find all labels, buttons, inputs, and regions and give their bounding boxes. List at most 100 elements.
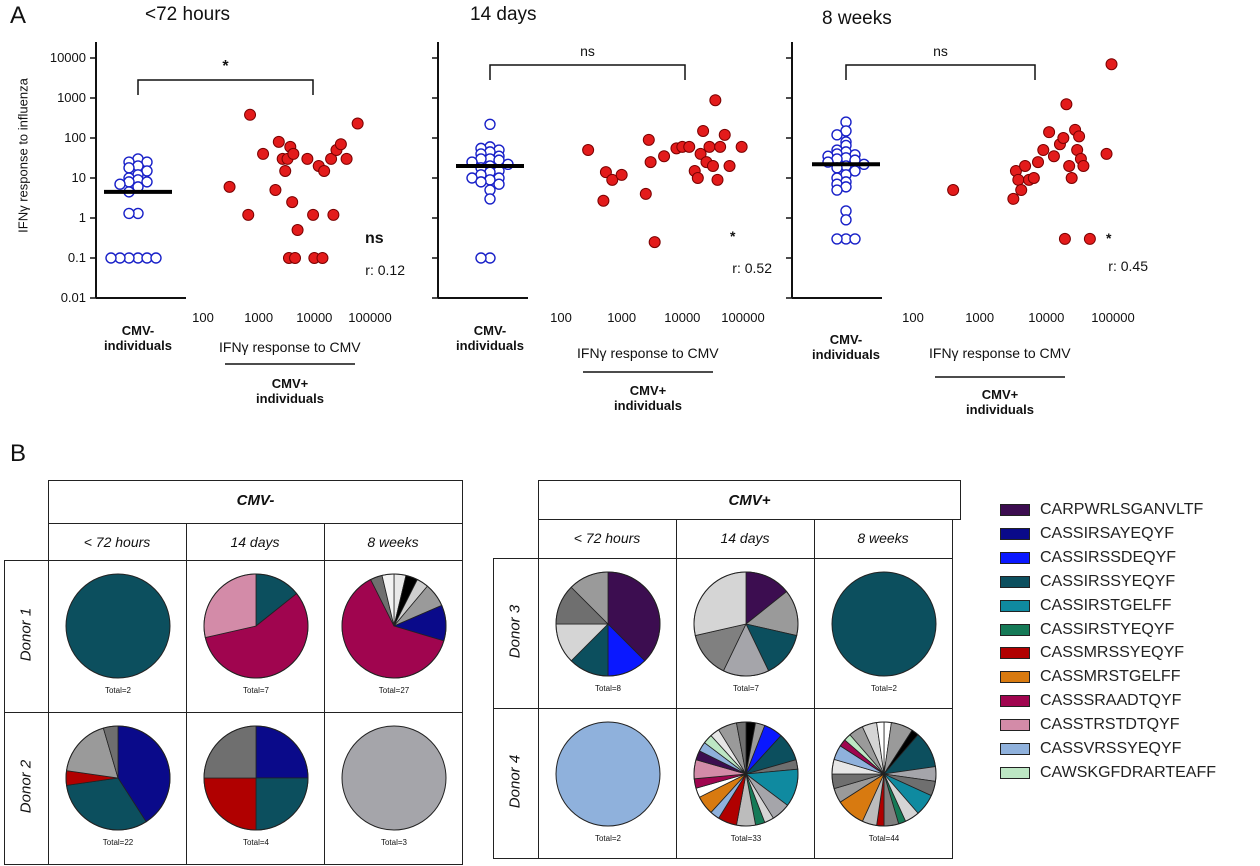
pie-total: Total=44 <box>868 834 900 843</box>
cmv-pos-point <box>1047 150 1060 163</box>
cmv-neg-point <box>840 214 852 226</box>
cmv-pos-point <box>615 168 628 181</box>
cmv-pos-point <box>711 173 724 186</box>
cmv-pos-point <box>1037 144 1050 157</box>
comparison-label: ns <box>580 43 595 59</box>
legend-swatch <box>1000 504 1030 516</box>
legend-label: CASSSRAADTQYF <box>1040 692 1182 710</box>
cmv-pos-point <box>223 180 236 193</box>
cmv-neg-point <box>484 193 496 205</box>
cmv-pos-point <box>582 144 595 157</box>
cmv-pos-point <box>307 208 320 221</box>
cmv-pos-point <box>316 252 329 264</box>
cmv-pos-point <box>691 172 704 184</box>
legend-swatch <box>1000 695 1030 708</box>
panel-b-letter: B <box>10 440 27 467</box>
cmv-pos-point <box>1077 159 1090 172</box>
pie-cell <box>814 708 953 859</box>
donor-label: Donor 4 <box>506 754 524 809</box>
cmv-neg-point <box>484 118 496 131</box>
pie-total: Total=33 <box>730 834 762 843</box>
panel-a-letter: A <box>10 2 27 29</box>
legend-swatch <box>1000 527 1030 540</box>
cmv-pos-point <box>694 147 707 160</box>
cmv-pos-point <box>723 159 736 172</box>
correlation-r: r: 0.52 <box>732 260 772 276</box>
x-tick-label: 1000 <box>244 310 274 325</box>
scatter-panel-2 <box>786 42 1118 378</box>
cmv-neg-point <box>114 178 126 190</box>
cmv-pos-point <box>709 94 722 107</box>
cmv-pos-point <box>648 236 661 249</box>
cmv-pos-point <box>706 159 719 172</box>
legend-label: CAWSKGFDRARTEAFF <box>1040 763 1217 781</box>
column-label: 14 days <box>230 534 280 550</box>
comparison-label: ns <box>933 43 948 59</box>
legend-item: CASSMRSSYEQYF <box>1000 644 1184 662</box>
x-tick-label: 1000 <box>607 310 637 325</box>
cmv-neg-point <box>475 252 487 264</box>
cmv-pos-point <box>1058 232 1071 245</box>
x-tick-label: 100 <box>902 310 924 325</box>
pie-total: Total=3 <box>380 838 408 847</box>
comparison-label: * <box>222 58 229 75</box>
cmv-pos-label: CMV+ individuals <box>614 383 682 413</box>
x-tick-label: 100 <box>192 310 214 325</box>
cmv-pos-point <box>1105 58 1118 71</box>
cmv-pos-label: CMV+ individuals <box>966 387 1034 417</box>
x-tick-label: 100000 <box>348 310 392 325</box>
cmv-pos-point <box>269 184 282 197</box>
cmv-neg-point <box>475 176 487 188</box>
donor-label: Donor 2 <box>17 759 35 814</box>
cmv-pos-point <box>244 108 257 121</box>
legend-item: CASSIRSTYEQYF <box>1000 621 1174 639</box>
cmv-neg-point <box>849 233 861 245</box>
legend-swatch <box>1000 719 1030 732</box>
cmv-pos-point <box>289 252 302 264</box>
donor-label: Donor 1 <box>17 607 35 662</box>
column-label: 14 days <box>720 530 770 546</box>
scatter-plots <box>90 42 1118 378</box>
y-tick-label: 1 <box>78 210 86 225</box>
cmv-pos-point <box>697 124 710 137</box>
cmv-pos-point <box>1065 172 1078 184</box>
cmv-pos-point <box>334 138 347 151</box>
y-tick-label: 1000 <box>57 90 86 105</box>
legend-item: CASSMRSTGELFF <box>1000 668 1180 686</box>
x-tick-label: 100000 <box>721 310 765 325</box>
cmv-pos-point <box>642 133 655 146</box>
panel-title: 14 days <box>470 4 537 25</box>
pie-total: Total=2 <box>870 684 898 693</box>
cmv-pos-point <box>599 166 612 179</box>
cmv-pos-point <box>658 150 671 163</box>
scatter-panel-0 <box>90 42 364 365</box>
cmv-pos-point <box>1043 126 1056 139</box>
cmv-pos-point <box>272 135 285 148</box>
legend-item: CASSTRSTDTQYF <box>1000 716 1180 734</box>
legend-item: CARPWRLSGANVLTF <box>1000 501 1203 519</box>
cmv-neg-point <box>493 178 505 190</box>
panel-title: 8 weeks <box>822 8 892 29</box>
legend-label: CASSVRSSYEQYF <box>1040 740 1182 757</box>
cmv-neg-point <box>831 233 843 245</box>
comparison-bracket <box>845 64 1036 80</box>
cmv-pos-point <box>1083 232 1096 245</box>
legend-label: CASSMRSSYEQYF <box>1040 644 1185 662</box>
cmv-pos-point <box>340 152 353 165</box>
cmv-pos-point <box>703 140 716 153</box>
legend-swatch <box>1000 599 1030 612</box>
cmv-pos-point <box>325 152 338 165</box>
cmv-neg-point <box>150 252 162 264</box>
table-header: CMV- <box>236 492 275 509</box>
cmv-neg-point <box>831 129 843 141</box>
cmv-pos-point <box>1032 156 1045 169</box>
cmv-neg-label: CMV- individuals <box>456 323 524 353</box>
legend-swatch <box>1000 575 1030 588</box>
x-tick-label: 10000 <box>664 310 701 325</box>
pie-total: Total=4 <box>242 838 270 847</box>
cmv-pos-point <box>287 147 300 160</box>
cmv-pos-point <box>1012 173 1025 186</box>
legend-label: CASSIRSSYEQYF <box>1040 572 1176 590</box>
cmv-pos-point <box>257 147 270 160</box>
